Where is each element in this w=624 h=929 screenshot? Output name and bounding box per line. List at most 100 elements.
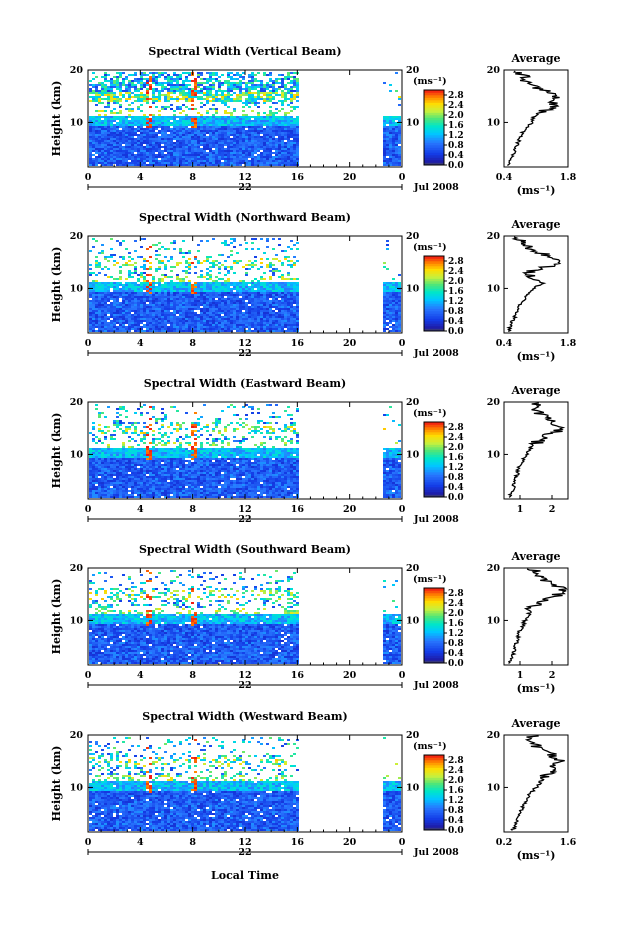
heatmap-cell <box>200 282 203 284</box>
heatmap-cell <box>212 288 215 290</box>
heatmap-cell <box>110 158 113 160</box>
heatmap-cell <box>122 258 125 260</box>
heatmap-cell <box>206 116 209 118</box>
heatmap-cell <box>146 132 149 134</box>
colorbar-frame <box>423 89 445 166</box>
heatmap-cell <box>140 116 143 118</box>
heatmap-cell <box>398 308 401 310</box>
heatmap-cell <box>89 154 92 156</box>
heatmap-cell <box>215 74 218 76</box>
heatmap-cell <box>197 136 200 138</box>
heatmap-cell <box>236 120 239 122</box>
heatmap-cell <box>395 156 398 158</box>
heatmap-cell <box>218 278 221 280</box>
heatmap-cell <box>218 320 221 322</box>
heatmap-cell <box>161 88 164 90</box>
heatmap-cell <box>227 282 230 284</box>
heatmap-cell <box>296 78 299 80</box>
heatmap-cell <box>236 118 239 120</box>
heatmap-cell <box>386 140 389 142</box>
heatmap-cell <box>110 110 113 112</box>
heatmap-cell <box>287 150 290 152</box>
colorbar-segment <box>424 100 444 103</box>
heatmap-cell <box>134 316 137 318</box>
heatmap-cell <box>212 162 215 164</box>
heatmap-cell <box>152 122 155 124</box>
heatmap-cell <box>209 306 212 308</box>
heatmap-cell <box>269 140 272 142</box>
heatmap-cell <box>383 328 386 330</box>
heatmap-cell <box>233 132 236 134</box>
heatmap-cell <box>98 136 101 138</box>
heatmap-cell <box>383 286 386 288</box>
heatmap-cell <box>104 316 107 318</box>
heatmap-cell <box>143 84 146 86</box>
heatmap-cell <box>140 312 143 314</box>
heatmap-cell <box>161 160 164 162</box>
heatmap-cell <box>158 72 161 74</box>
heatmap-cell <box>272 312 275 314</box>
heatmap-cell <box>251 98 254 100</box>
heatmap-cell <box>239 136 242 138</box>
heatmap-cell <box>152 294 155 296</box>
heatmap-cell <box>287 144 290 146</box>
heatmap-cell <box>206 308 209 310</box>
heatmap-cell <box>242 322 245 324</box>
heatmap-cell <box>101 90 104 92</box>
heatmap-cell <box>251 162 254 164</box>
heatmap-cell <box>179 300 182 302</box>
heatmap-cell <box>143 156 146 158</box>
heatmap-cell <box>248 90 251 92</box>
heatmap-cell <box>200 262 203 264</box>
heatmap-cell <box>284 286 287 288</box>
heatmap-cell <box>215 304 218 306</box>
heatmap-cell <box>230 150 233 152</box>
heatmap-cell <box>197 326 200 328</box>
heatmap-cell <box>185 318 188 320</box>
heatmap-cell <box>287 296 290 298</box>
heatmap-cell <box>146 318 149 320</box>
heatmap-cell <box>182 132 185 134</box>
heatmap-cell <box>218 124 221 126</box>
heatmap-cell <box>188 306 191 308</box>
heatmap-cell <box>269 116 272 118</box>
heatmap-cell <box>185 140 188 142</box>
heatmap-cell <box>206 304 209 306</box>
heatmap-cell <box>209 296 212 298</box>
heatmap-cell <box>134 74 137 76</box>
heatmap-cell <box>101 318 104 320</box>
heatmap-cell <box>176 324 179 326</box>
heatmap-cell <box>284 288 287 290</box>
heatmap-cell <box>239 280 242 282</box>
heatmap-cell <box>98 130 101 132</box>
heatmap-cell <box>389 150 392 152</box>
heatmap-cell <box>122 116 125 118</box>
heatmap-cell <box>239 130 242 132</box>
heatmap-cell <box>158 74 161 76</box>
heatmap-cell <box>149 142 152 144</box>
heatmap-cell <box>248 92 251 94</box>
heatmap-cell <box>191 146 194 148</box>
heatmap-cell <box>92 146 95 148</box>
heatmap-cell <box>230 160 233 162</box>
heatmap-cell <box>233 142 236 144</box>
heatmap-cell <box>116 288 119 290</box>
heatmap-cell <box>173 164 176 166</box>
heatmap-cell <box>188 164 191 166</box>
heatmap-cell <box>152 102 155 104</box>
heatmap-cell <box>209 74 212 76</box>
heatmap-cell <box>92 158 95 160</box>
heatmap-cell <box>143 142 146 144</box>
heatmap-cell <box>134 122 137 124</box>
heatmap-cell <box>212 104 215 106</box>
heatmap-cell <box>140 122 143 124</box>
heatmap-cell <box>143 98 146 100</box>
heatmap-cell <box>275 268 278 270</box>
heatmap-cell <box>386 324 389 326</box>
heatmap-cell <box>287 146 290 148</box>
heatmap-cell <box>161 122 164 124</box>
heatmap-cell <box>266 160 269 162</box>
heatmap-cell <box>254 102 257 104</box>
heatmap-cell <box>212 322 215 324</box>
heatmap-cell <box>161 116 164 118</box>
